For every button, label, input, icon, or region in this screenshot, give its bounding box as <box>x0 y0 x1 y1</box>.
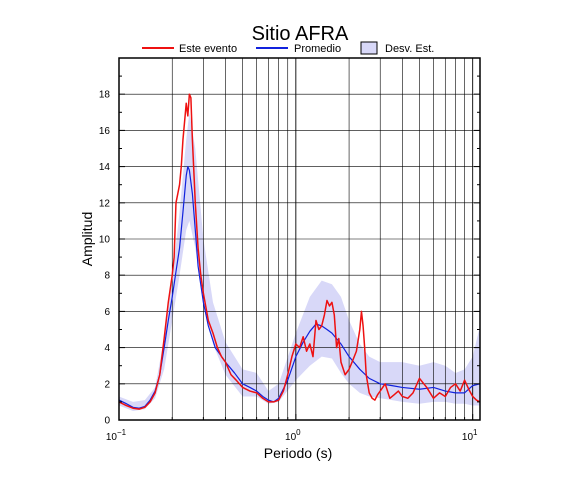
y-axis-label: Amplitud <box>79 212 95 266</box>
series-line-promedio <box>118 166 481 409</box>
legend-label-desv-est: Desv. Est. <box>385 43 434 55</box>
x-tick-label: 101 <box>462 428 478 443</box>
y-tick-label: 6 <box>104 307 110 318</box>
legend-label-promedio: Promedio <box>294 43 341 55</box>
tick-layer: 0 2 4 6 8 10 12 14 16 18 10−1 100 101 <box>99 57 480 443</box>
y-tick-label: 10 <box>99 235 111 246</box>
x-tick-label: 10−1 <box>106 428 127 443</box>
y-tick-label: 16 <box>99 126 111 137</box>
chart-title: Sitio AFRA <box>252 23 349 45</box>
legend: Este evento Promedio Desv. Est. <box>142 41 434 55</box>
grid-layer <box>118 58 480 420</box>
y-tick-label: 4 <box>104 343 110 354</box>
std-band-layer <box>119 112 480 411</box>
series-layer <box>118 93 481 410</box>
y-tick-label: 12 <box>99 198 111 209</box>
std-band <box>119 112 480 411</box>
y-tick-label: 0 <box>104 416 110 427</box>
legend-label-este-evento: Este evento <box>179 43 237 55</box>
y-tick-label: 8 <box>104 271 110 282</box>
y-tick-label: 14 <box>99 162 111 173</box>
y-tick-label: 2 <box>104 379 110 390</box>
y-tick-label: 18 <box>99 90 111 101</box>
legend-swatch-desv-est <box>360 41 378 55</box>
x-tick-label: 100 <box>285 428 301 443</box>
x-axis-label: Periodo (s) <box>264 445 332 461</box>
series-line-este-evento <box>118 93 481 410</box>
